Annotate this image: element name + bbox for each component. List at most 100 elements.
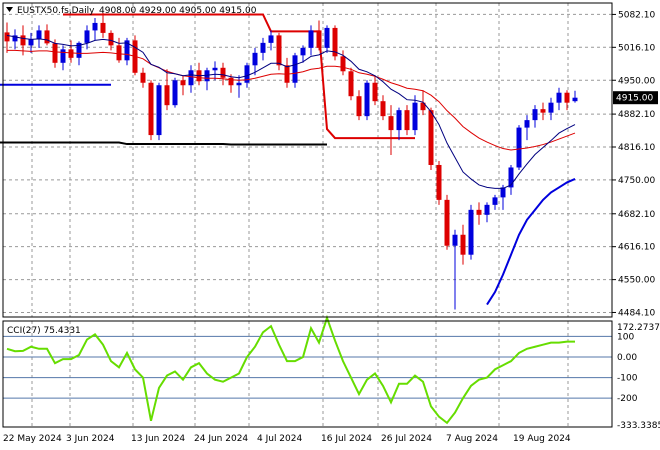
candle-body (548, 102, 554, 113)
moving-averages (6, 34, 576, 306)
date-label: 22 May 2024 (3, 434, 62, 444)
cci-layer (6, 314, 575, 425)
candle-body (492, 197, 498, 205)
candle (316, 20, 322, 51)
date-label: 24 Jun 2024 (194, 434, 248, 444)
candle (372, 75, 378, 106)
cci-line (6, 314, 575, 425)
candle (84, 25, 90, 50)
ema-long-line (7, 49, 576, 151)
candle (116, 37, 122, 63)
price-tick-label: 4682.10 (618, 210, 655, 220)
candle-body (508, 167, 514, 188)
candle (492, 194, 498, 210)
symbol-label: EUSTX50.fs,Daily (17, 6, 95, 16)
candle-body (116, 45, 122, 61)
candle-body (516, 127, 522, 168)
level-line-black (0, 141, 327, 146)
candle (476, 202, 482, 225)
candle-body (12, 35, 18, 42)
candle-body (412, 102, 418, 131)
cci-tick-label: 0.00 (617, 353, 637, 363)
candle (52, 39, 58, 68)
candle-body (436, 164, 442, 200)
candle-body (228, 77, 234, 86)
candle-body (476, 209, 482, 215)
candle-body (140, 72, 146, 83)
candle-body (332, 27, 338, 57)
candle (332, 25, 338, 61)
price-tick-label: 5016.10 (618, 43, 655, 53)
candle (44, 24, 50, 46)
candle-body (556, 92, 562, 103)
candle-body (540, 109, 546, 113)
candle-body (4, 32, 10, 42)
price-tick-label: 4750.00 (618, 176, 655, 186)
candle (4, 22, 10, 53)
price-tick-label: 4550.00 (618, 276, 655, 286)
candle (212, 61, 218, 81)
date-label: 13 Jun 2024 (131, 434, 185, 444)
candle-body (444, 199, 450, 246)
candle-body (388, 116, 394, 131)
candle (556, 87, 562, 111)
candle (412, 95, 418, 136)
candle (68, 40, 74, 63)
candle-body (60, 49, 66, 63)
candle-body (372, 82, 378, 102)
candle (92, 17, 98, 41)
ema-slow-line (486, 178, 576, 306)
candle-body (212, 67, 218, 71)
date-label: 16 Jul 2024 (321, 434, 372, 444)
candle-body (340, 56, 346, 72)
candle-body (292, 55, 298, 83)
date-label: 4 Jul 2024 (257, 434, 302, 444)
candle-body (324, 27, 330, 48)
candle (500, 184, 506, 210)
date-label: 19 Aug 2024 (513, 434, 571, 444)
candle (452, 229, 458, 310)
candle (564, 90, 570, 111)
candle (516, 125, 522, 170)
candle (324, 25, 330, 53)
candle (532, 105, 538, 128)
cci-tick-label: -333.3385 (617, 421, 660, 431)
candle (388, 105, 394, 156)
candle-body (460, 234, 466, 255)
candle (60, 45, 66, 71)
candle (468, 204, 474, 260)
cci-tick-label: -200 (617, 394, 638, 404)
candle (404, 105, 410, 136)
candle (236, 75, 242, 98)
candle-body (252, 52, 258, 66)
candle-body (108, 32, 114, 46)
chart-header: EUSTX50.fs,Daily 4908.00 4929.00 4905.00… (6, 6, 257, 16)
ohlc-label: 4908.00 4929.00 4905.00 4915.00 (99, 6, 257, 16)
candle-body (44, 30, 50, 44)
candle (484, 202, 490, 223)
candle (340, 50, 346, 76)
candle (300, 45, 306, 63)
candle-body (564, 92, 570, 103)
date-axis: 22 May 2024 3 Jun 2024 13 Jun 2024 24 Jun 2… (3, 434, 571, 444)
candle (260, 37, 266, 61)
candle-body (28, 39, 34, 46)
date-label: 3 Jun 2024 (66, 434, 115, 444)
candle (268, 30, 274, 51)
main-panel-border (2, 2, 613, 318)
candle-body (84, 30, 90, 43)
collapse-triangle-icon[interactable] (6, 7, 13, 12)
current-price-value: 4915.00 (616, 94, 653, 104)
price-axis: 5082.10 5016.10 4950.00 4882.10 4816.10 4750.… (612, 10, 655, 318)
candle-body (420, 102, 426, 111)
candle (164, 69, 170, 111)
candle (132, 35, 138, 76)
price-tick-label: 5082.10 (618, 10, 655, 20)
candle-body (396, 110, 402, 131)
date-label: 7 Aug 2024 (446, 434, 498, 444)
cci-tick-label: 172.2737 (617, 323, 660, 333)
candle-body (316, 30, 322, 48)
candle (380, 95, 386, 121)
